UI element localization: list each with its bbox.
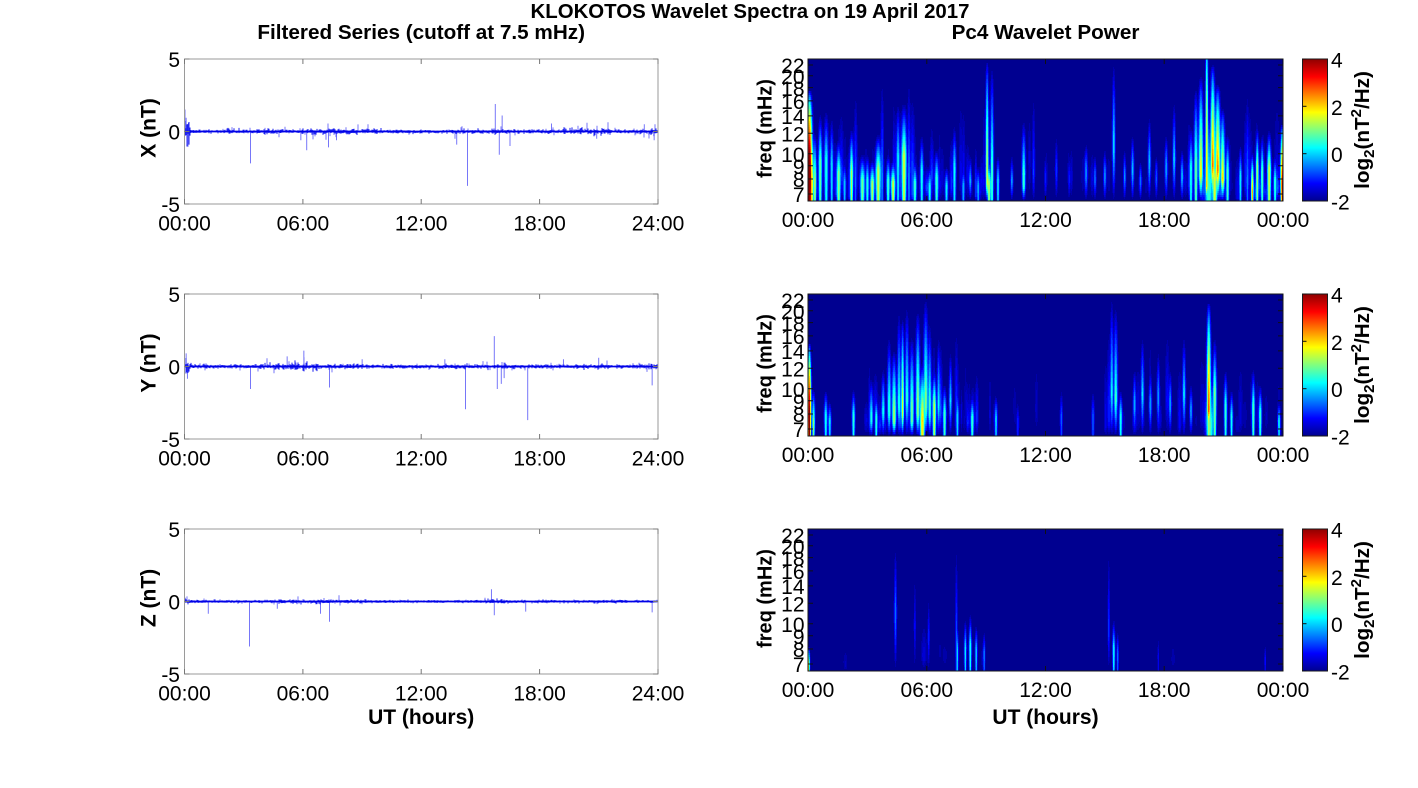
svg-text:4: 4 <box>1331 50 1343 73</box>
svg-text:00:00: 00:00 <box>1257 679 1310 702</box>
svg-text:9: 9 <box>793 626 805 649</box>
svg-text:20: 20 <box>781 66 804 89</box>
svg-text:5: 5 <box>168 519 180 542</box>
svg-text:24:00: 24:00 <box>632 213 685 236</box>
svg-text:4: 4 <box>1331 520 1343 543</box>
svg-text:00:00: 00:00 <box>782 679 835 702</box>
svg-text:0: 0 <box>168 592 180 615</box>
svg-text:-5: -5 <box>161 194 180 217</box>
svg-text:12:00: 12:00 <box>395 213 448 236</box>
svg-text:Filtered Series (cutoff at 7.5: Filtered Series (cutoff at 7.5 mHz) <box>257 21 585 44</box>
svg-text:16: 16 <box>781 561 804 584</box>
svg-text:Y (nT): Y (nT) <box>138 333 161 392</box>
svg-text:X (nT): X (nT) <box>138 98 161 157</box>
svg-text:18: 18 <box>781 313 804 336</box>
svg-text:06:00: 06:00 <box>277 213 330 236</box>
svg-text:8: 8 <box>793 169 805 192</box>
svg-text:0: 0 <box>168 357 180 380</box>
svg-text:9: 9 <box>793 391 805 414</box>
svg-text:06:00: 06:00 <box>901 209 954 232</box>
svg-text:12:00: 12:00 <box>1019 679 1072 702</box>
svg-text:0: 0 <box>168 122 180 145</box>
svg-text:Z (nT): Z (nT) <box>138 569 161 627</box>
svg-text:12:00: 12:00 <box>1019 209 1072 232</box>
svg-text:8: 8 <box>793 639 805 662</box>
svg-text:7: 7 <box>793 419 805 442</box>
svg-text:7: 7 <box>793 184 805 207</box>
svg-text:12: 12 <box>781 359 804 382</box>
svg-text:10: 10 <box>781 614 804 637</box>
svg-text:-2: -2 <box>1331 192 1350 215</box>
svg-text:06:00: 06:00 <box>277 683 330 706</box>
svg-text:00:00: 00:00 <box>158 683 211 706</box>
svg-text:7: 7 <box>793 654 805 677</box>
svg-text:0: 0 <box>1331 144 1343 167</box>
svg-text:8: 8 <box>793 404 805 427</box>
svg-text:UT (hours): UT (hours) <box>992 706 1098 729</box>
svg-text:00:00: 00:00 <box>782 444 835 467</box>
svg-text:18:00: 18:00 <box>1138 209 1191 232</box>
svg-text:16: 16 <box>781 91 804 114</box>
svg-text:00:00: 00:00 <box>782 209 835 232</box>
svg-text:24:00: 24:00 <box>632 448 685 471</box>
svg-text:0: 0 <box>1331 379 1343 402</box>
svg-text:18:00: 18:00 <box>1138 679 1191 702</box>
svg-text:00:00: 00:00 <box>1257 444 1310 467</box>
svg-text:Pc4 Wavelet Power: Pc4 Wavelet Power <box>952 21 1140 44</box>
svg-text:2: 2 <box>1331 97 1343 120</box>
svg-text:18:00: 18:00 <box>513 213 566 236</box>
svg-text:00:00: 00:00 <box>1257 209 1310 232</box>
svg-text:24:00: 24:00 <box>632 683 685 706</box>
svg-text:20: 20 <box>781 536 804 559</box>
svg-text:18: 18 <box>781 78 804 101</box>
svg-text:UT (hours): UT (hours) <box>368 706 474 729</box>
svg-text:2: 2 <box>1331 332 1343 355</box>
svg-text:18:00: 18:00 <box>513 448 566 471</box>
svg-text:5: 5 <box>168 49 180 72</box>
svg-text:0: 0 <box>1331 614 1343 637</box>
svg-text:KLOKOTOS Wavelet Spectra on 19: KLOKOTOS Wavelet Spectra on 19 April 201… <box>531 1 970 23</box>
svg-text:22: 22 <box>781 290 804 313</box>
svg-text:10: 10 <box>781 144 804 167</box>
svg-text:-2: -2 <box>1331 427 1350 450</box>
svg-text:20: 20 <box>781 301 804 324</box>
svg-text:22: 22 <box>781 55 804 78</box>
svg-text:4: 4 <box>1331 285 1343 308</box>
svg-text:14: 14 <box>781 106 805 129</box>
svg-text:22: 22 <box>781 525 804 548</box>
svg-text:-5: -5 <box>161 429 180 452</box>
svg-text:freq (mHz): freq (mHz) <box>755 314 777 413</box>
svg-text:16: 16 <box>781 326 804 349</box>
svg-text:06:00: 06:00 <box>277 448 330 471</box>
svg-text:log2(nT2/Hz): log2(nT2/Hz) <box>1348 71 1378 189</box>
svg-text:10: 10 <box>781 379 804 402</box>
svg-text:18:00: 18:00 <box>1138 444 1191 467</box>
svg-text:-2: -2 <box>1331 662 1350 685</box>
svg-text:freq (mHz): freq (mHz) <box>755 549 777 648</box>
svg-text:log2(nT2/Hz): log2(nT2/Hz) <box>1348 306 1378 424</box>
svg-text:freq (mHz): freq (mHz) <box>755 79 777 178</box>
svg-text:00:00: 00:00 <box>158 213 211 236</box>
svg-text:06:00: 06:00 <box>901 444 954 467</box>
svg-text:00:00: 00:00 <box>158 448 211 471</box>
svg-text:12:00: 12:00 <box>1019 444 1072 467</box>
svg-text:06:00: 06:00 <box>901 679 954 702</box>
svg-text:2: 2 <box>1331 567 1343 590</box>
svg-text:12:00: 12:00 <box>395 448 448 471</box>
svg-text:12:00: 12:00 <box>395 683 448 706</box>
svg-text:12: 12 <box>781 124 804 147</box>
svg-text:14: 14 <box>781 341 805 364</box>
svg-text:14: 14 <box>781 576 805 599</box>
svg-text:9: 9 <box>793 156 805 179</box>
svg-text:5: 5 <box>168 284 180 307</box>
svg-text:18: 18 <box>781 548 804 571</box>
svg-text:12: 12 <box>781 594 804 617</box>
svg-text:log2(nT2/Hz): log2(nT2/Hz) <box>1348 541 1378 659</box>
svg-text:18:00: 18:00 <box>513 683 566 706</box>
svg-text:-5: -5 <box>161 664 180 687</box>
